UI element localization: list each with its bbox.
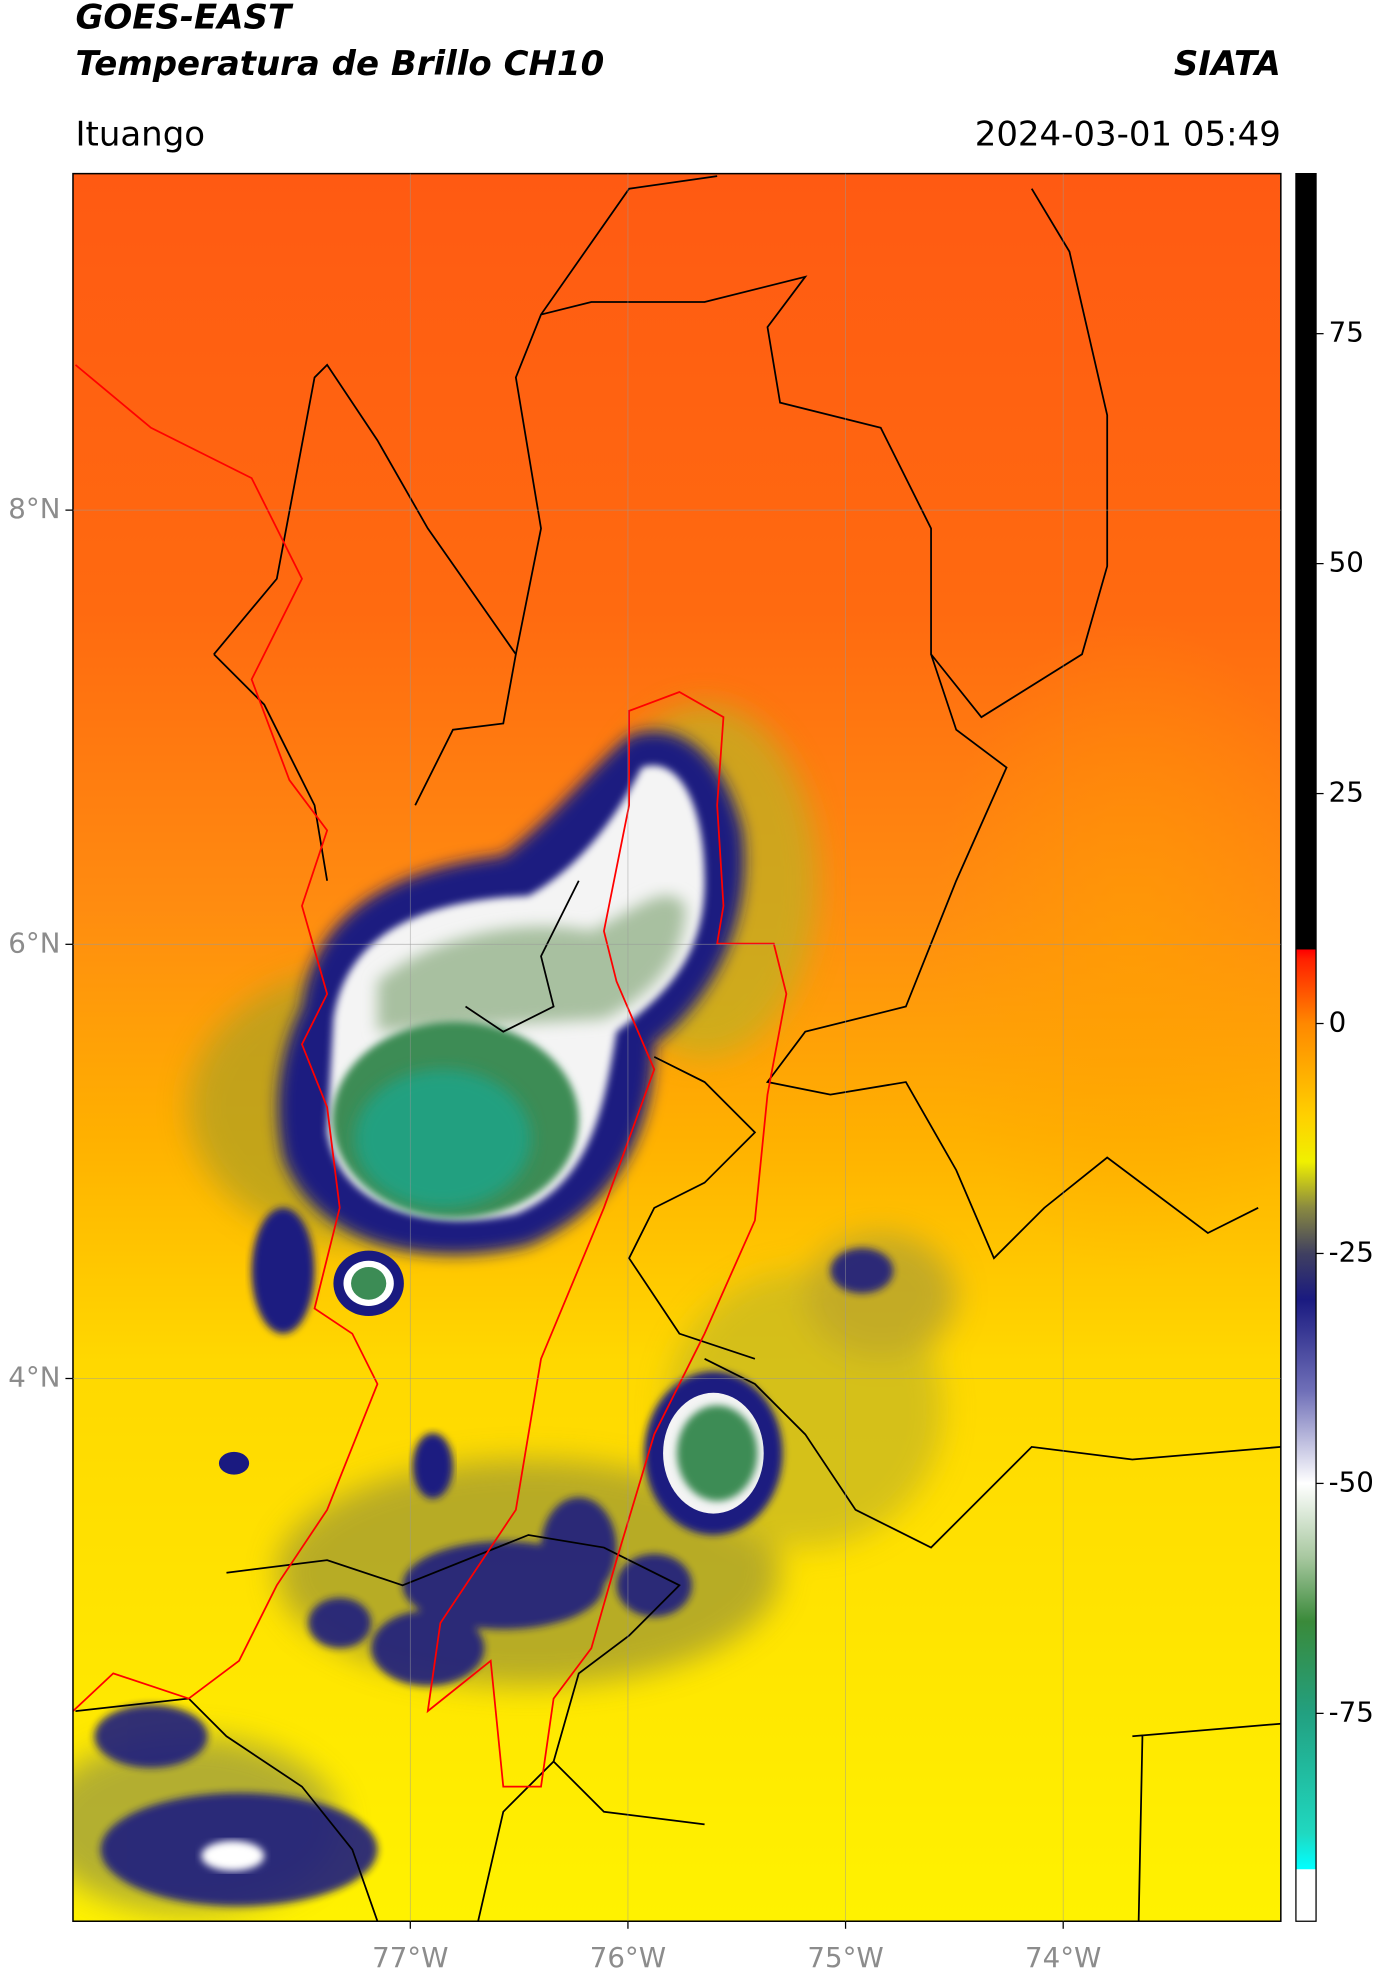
colorbar [1295, 172, 1317, 1922]
x-tick-label: 77°W [372, 1941, 448, 1974]
colorbar-tick-label: 50 [1329, 546, 1364, 579]
location: Ituango [75, 114, 205, 154]
colorbar-tick-label: 25 [1329, 776, 1364, 809]
title-line1: GOES-EAST [75, 0, 293, 37]
title-line2: Temperatura de Brillo CH10 [75, 44, 604, 84]
y-tick-label: 8°N [8, 492, 60, 525]
colorbar-tick-label: -50 [1329, 1465, 1374, 1498]
x-tick-label: 75°W [807, 1941, 883, 1974]
y-tick-label: 4°N [8, 1361, 60, 1394]
colorbar-tick-label: -25 [1329, 1235, 1374, 1268]
x-tick-label: 76°W [590, 1941, 666, 1974]
map-frame [72, 172, 1282, 1922]
timestamp: 2024-03-01 05:49 [975, 114, 1281, 154]
y-tick-label: 6°N [8, 926, 60, 959]
colorbar-tick-label: -75 [1329, 1695, 1374, 1728]
map-image [72, 173, 1281, 1922]
x-tick-label: 74°W [1025, 1941, 1101, 1974]
colorbar-tick-label: 75 [1329, 316, 1364, 349]
source: SIATA [1174, 44, 1281, 84]
colorbar-tick-label: 0 [1329, 1006, 1347, 1039]
